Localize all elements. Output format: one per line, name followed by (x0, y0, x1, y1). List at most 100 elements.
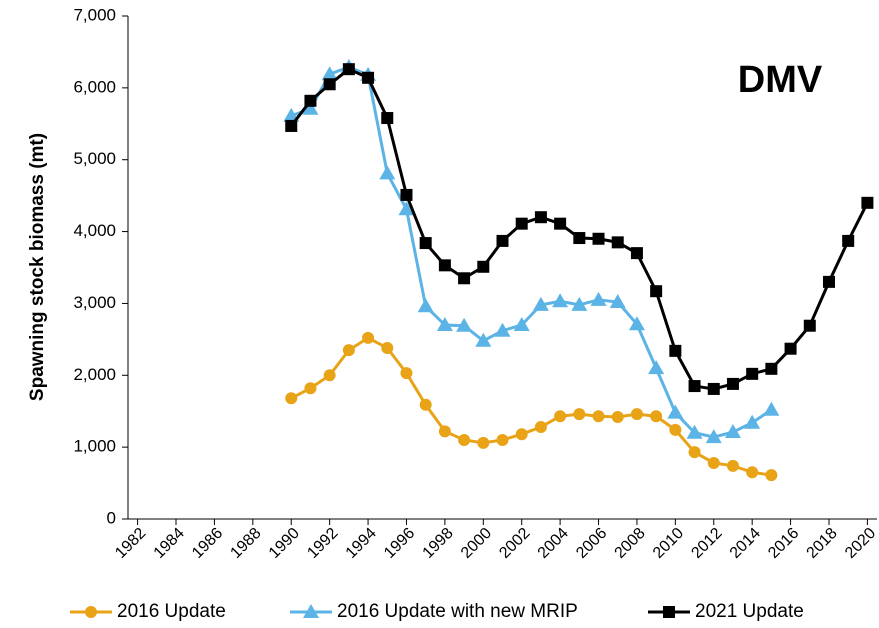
data-point (573, 232, 586, 245)
data-point (746, 367, 759, 380)
series-line (290, 65, 773, 439)
x-tick-label: 1990 (266, 525, 303, 562)
y-tick-label: 1,000 (73, 437, 116, 456)
data-point (842, 234, 855, 247)
x-tick-label: 2016 (765, 525, 802, 562)
y-tick-label: 7,000 (73, 5, 116, 24)
data-point (765, 362, 778, 375)
data-point (571, 296, 588, 311)
data-point (686, 424, 703, 439)
data-point (707, 382, 720, 395)
data-point (611, 236, 624, 249)
data-point (650, 285, 663, 298)
data-point (381, 112, 394, 125)
data-point (381, 341, 394, 354)
data-point (554, 410, 567, 423)
data-point (321, 66, 338, 81)
data-point (592, 410, 605, 423)
x-tick-label: 2002 (496, 525, 533, 562)
data-point (342, 344, 355, 357)
data-point (726, 377, 739, 390)
data-point (784, 342, 797, 355)
data-point (379, 165, 396, 180)
x-tick-label: 1982 (112, 525, 149, 562)
data-point (763, 401, 780, 416)
data-point (398, 201, 415, 216)
data-point (609, 293, 626, 308)
data-point (477, 436, 490, 449)
data-point (688, 380, 701, 393)
data-point (803, 319, 816, 332)
x-tick-label: 2010 (650, 525, 687, 562)
legend-label: 2021 Update (695, 601, 804, 622)
data-point (611, 410, 624, 423)
data-point (705, 429, 722, 444)
x-tick-label: 1992 (304, 525, 341, 562)
x-tick-label: 1996 (381, 525, 418, 562)
x-tick-label: 1994 (343, 525, 380, 562)
x-tick-label: 2014 (727, 525, 764, 562)
data-point (628, 316, 645, 331)
data-point (515, 217, 528, 230)
data-point (592, 232, 605, 245)
data-point (554, 217, 567, 230)
data-point (630, 408, 643, 421)
data-point (494, 322, 511, 337)
data-point (285, 119, 298, 132)
y-axis-title: Spawning stock biomass (mt) (27, 133, 48, 401)
data-point (496, 234, 509, 247)
data-point (513, 316, 530, 331)
data-point (590, 291, 607, 306)
data-point (573, 408, 586, 421)
x-tick-label: 2012 (688, 525, 725, 562)
x-tick-label: 2020 (842, 525, 879, 562)
data-point (342, 63, 355, 76)
data-point (304, 382, 317, 395)
data-point (669, 423, 682, 436)
x-tick-label: 1998 (420, 525, 457, 562)
legend-marker (663, 606, 675, 618)
annotation: DMV (738, 59, 823, 101)
data-point (688, 446, 701, 459)
data-point (456, 317, 473, 332)
data-point (362, 331, 375, 344)
y-tick-label: 3,000 (73, 293, 116, 312)
data-point (707, 456, 720, 469)
data-point (400, 367, 413, 380)
legend-label: 2016 Update with new MRIP (337, 601, 578, 622)
data-point (458, 272, 471, 285)
x-tick-label: 1988 (227, 525, 264, 562)
data-point (630, 247, 643, 260)
data-point (438, 259, 451, 272)
data-point (419, 237, 432, 250)
x-tick-label: 2006 (573, 525, 610, 562)
y-tick-label: 5,000 (73, 149, 116, 168)
x-tick-label: 2008 (612, 525, 649, 562)
legend-label: 2016 Update (117, 601, 226, 622)
data-point (458, 433, 471, 446)
data-point (726, 459, 739, 472)
y-tick-label: 4,000 (73, 221, 116, 240)
data-point (302, 100, 319, 115)
data-point (861, 196, 874, 209)
data-point (534, 211, 547, 224)
data-point (496, 433, 509, 446)
y-tick-label: 0 (107, 508, 116, 527)
data-point (552, 293, 569, 308)
data-point (669, 344, 682, 357)
data-point (532, 296, 549, 311)
y-tick-label: 2,000 (73, 365, 116, 384)
data-point (475, 332, 492, 347)
data-point (400, 188, 413, 201)
legend-marker (303, 604, 319, 618)
data-point (765, 469, 778, 482)
data-point (304, 94, 317, 107)
x-tick-label: 2000 (458, 525, 495, 562)
data-point (323, 78, 336, 91)
data-point (323, 369, 336, 382)
x-tick-label: 2018 (804, 525, 841, 562)
data-point (746, 466, 759, 479)
x-tick-label: 1986 (189, 525, 226, 562)
data-point (534, 421, 547, 434)
